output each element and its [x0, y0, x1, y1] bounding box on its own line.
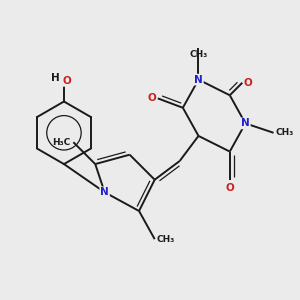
Text: H₃C: H₃C	[52, 138, 71, 147]
Text: N: N	[194, 75, 203, 85]
Text: H: H	[51, 73, 60, 83]
Text: O: O	[225, 184, 234, 194]
Text: CH₃: CH₃	[275, 128, 293, 137]
Text: O: O	[244, 78, 253, 88]
Text: O: O	[148, 93, 156, 103]
Text: N: N	[241, 118, 250, 128]
Text: CH₃: CH₃	[189, 50, 208, 59]
Text: N: N	[100, 187, 109, 197]
Text: CH₃: CH₃	[156, 235, 175, 244]
Text: O: O	[62, 76, 71, 86]
